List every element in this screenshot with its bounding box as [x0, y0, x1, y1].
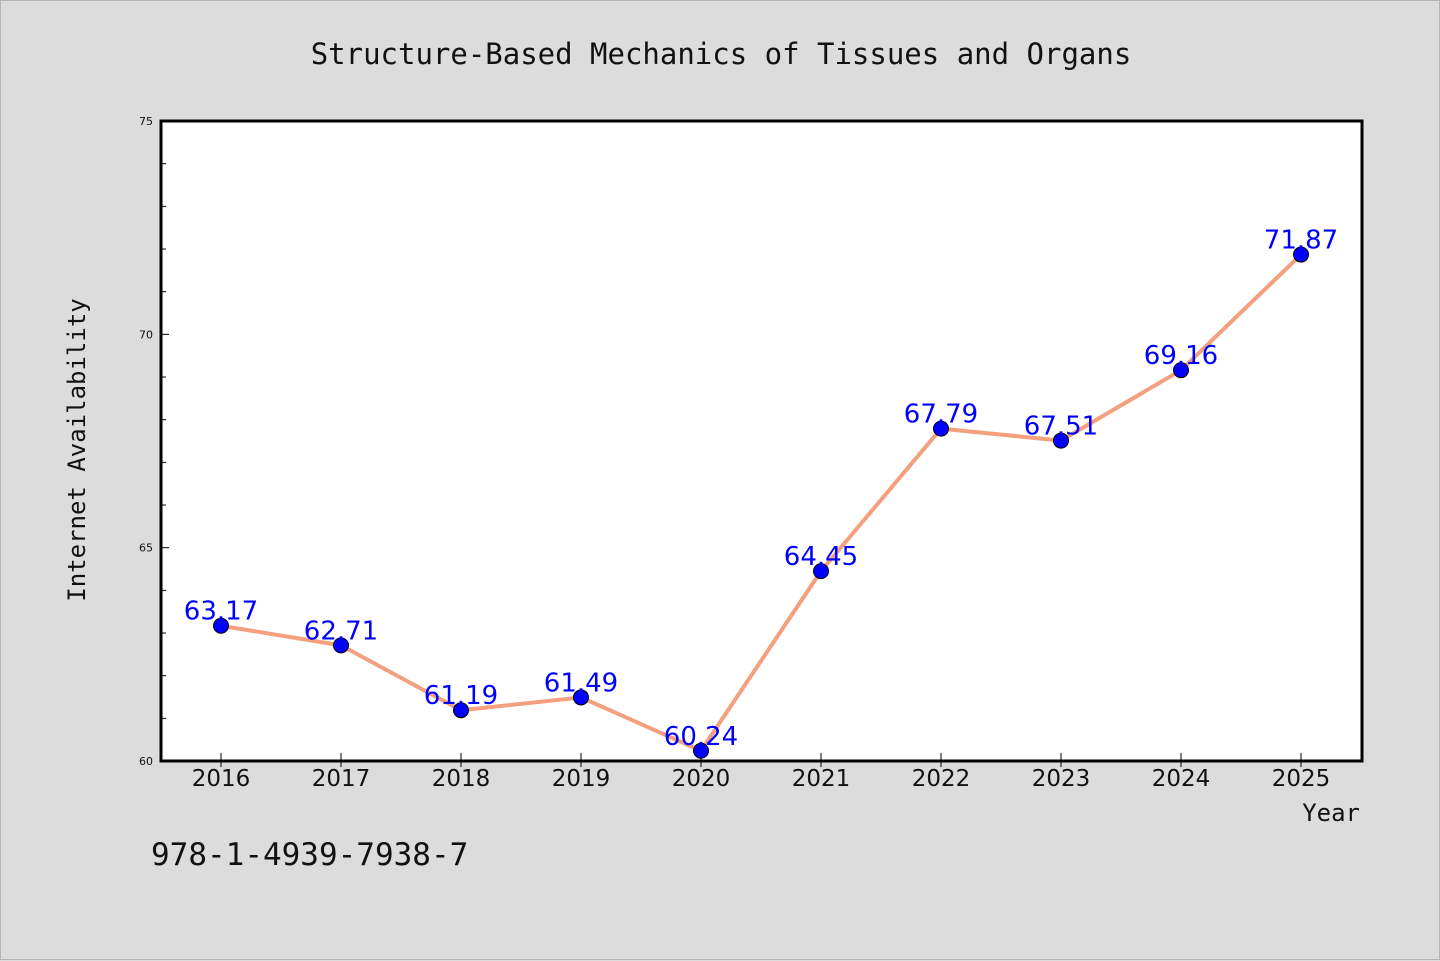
data-point: [813, 563, 829, 580]
x-tick-label: 2022: [912, 766, 971, 792]
y-tick-label: 70: [139, 328, 153, 341]
y-tick-label: 65: [139, 542, 153, 555]
data-label: 67.79: [904, 400, 978, 430]
x-tick-label: 2017: [312, 766, 371, 792]
data-point: [333, 637, 349, 654]
data-label: 60.24: [664, 722, 738, 752]
x-tick-label: 2018: [432, 766, 491, 792]
data-label: 71.87: [1264, 226, 1338, 256]
data-label: 64.45: [784, 542, 858, 572]
x-axis: 2016 2017 2018 2019 2020 2021 2022 2023 2024 2025: [192, 753, 1331, 792]
series-line: [219, 252, 1303, 753]
data-point: [693, 742, 709, 759]
plot-area: [161, 121, 1362, 761]
y-tick-label: 60: [139, 755, 153, 768]
data-point: [1293, 246, 1309, 263]
x-tick-label: 2024: [1152, 766, 1211, 792]
x-tick-label: 2019: [552, 766, 611, 792]
data-point: [1173, 362, 1189, 379]
data-point: [213, 617, 229, 634]
data-label: 61.49: [544, 668, 618, 698]
x-tick-label: 2021: [792, 766, 851, 792]
series-layer: 63.17 62.71 61.19 61.49 60.24 64.45 67.79 67.51…: [184, 226, 1338, 759]
isbn-text: 978-1-4939-7938-7: [151, 837, 468, 873]
data-label: 67.51: [1024, 412, 1098, 442]
x-tick-label: 2023: [1032, 766, 1091, 792]
data-point: [573, 689, 589, 706]
data-label: 61.19: [424, 681, 498, 711]
data-label: 69.16: [1144, 341, 1218, 371]
chart-title: Structure-Based Mechanics of Tissues and…: [311, 37, 1132, 71]
data-point: [1053, 432, 1069, 449]
data-label: 62.71: [304, 616, 378, 646]
plot-frame: [159, 119, 1364, 763]
data-label: 63.17: [184, 597, 258, 627]
data-point: [933, 420, 949, 437]
x-axis-label: Year: [1302, 799, 1360, 827]
x-tick-label: 2016: [192, 766, 251, 792]
data-point: [453, 702, 469, 719]
y-axis-label: Internet Availability: [63, 298, 91, 601]
y-tick-label: 75: [139, 115, 153, 128]
x-tick-label: 2025: [1272, 766, 1331, 792]
x-tick-label: 2020: [672, 766, 731, 792]
